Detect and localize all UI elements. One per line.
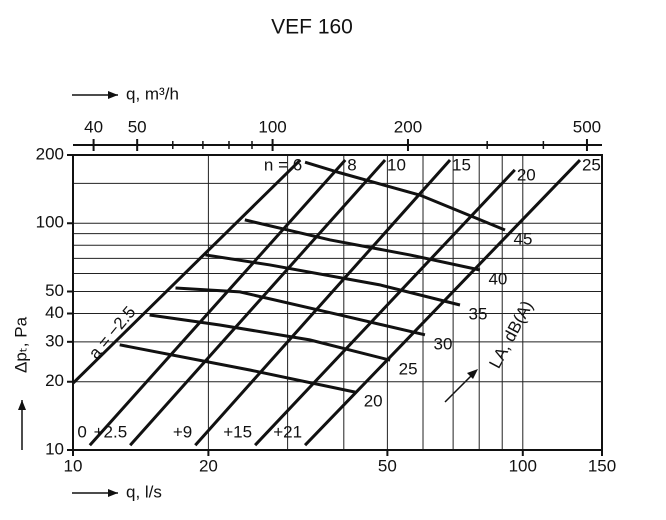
system-line-label: +2.5	[94, 423, 128, 442]
y-tick-label: 100	[36, 213, 64, 232]
level-curve	[175, 286, 426, 337]
level-curve-label: 25	[399, 360, 418, 379]
level-curve-label: 20	[364, 392, 383, 411]
level-curve-label: 40	[488, 269, 507, 288]
fan-line	[71, 158, 302, 385]
fan-line	[303, 159, 582, 447]
x-axis-label: q, l/s	[126, 482, 162, 501]
x2-tick-label: 500	[573, 117, 601, 136]
y-tick-label: 30	[45, 331, 64, 350]
x-arrow-head	[108, 489, 118, 497]
x2-axis-label: q, m³/h	[126, 84, 179, 103]
fan-line-label: 15	[452, 156, 471, 175]
y-tick-label: 50	[45, 281, 64, 300]
fan-line-label: n = 6	[264, 156, 302, 175]
system-line-label: +15	[223, 423, 252, 442]
y-arrow-head	[18, 400, 26, 410]
level-curve	[244, 218, 481, 272]
x-tick-label: 150	[588, 456, 616, 475]
fan-line-label: 8	[347, 156, 356, 175]
level-arrow	[444, 371, 476, 403]
x-tick-label: 100	[509, 456, 537, 475]
x-tick-label: 10	[64, 456, 83, 475]
y-tick-label: 20	[45, 371, 64, 390]
level-annotation: LA, dB(A)	[485, 298, 536, 372]
system-line-label: a = −2.5	[85, 303, 140, 363]
chart-title: VEF 160	[271, 16, 353, 39]
x2-tick-label: 40	[84, 117, 103, 136]
y-tick-label: 200	[36, 144, 64, 163]
level-curve	[205, 253, 461, 307]
level-arrow-head	[467, 369, 478, 379]
level-curve	[149, 313, 391, 362]
plot-frame	[72, 154, 603, 451]
system-line-label: +21	[273, 423, 302, 442]
x-tick-label: 20	[199, 456, 218, 475]
fan-line	[88, 159, 347, 447]
x2-tick-label: 50	[128, 117, 147, 136]
level-curve	[304, 160, 506, 232]
fan-line	[129, 159, 387, 447]
x2-tick-label: 100	[258, 117, 286, 136]
fan-line	[194, 159, 452, 447]
level-curve-label: 35	[469, 304, 488, 323]
fan-line-label: 10	[387, 156, 406, 175]
x2-arrow-head	[108, 91, 118, 99]
level-curve-label: 45	[514, 229, 533, 248]
level-curve	[119, 343, 356, 394]
y-axis-label: Δpₜ, Pa	[11, 316, 30, 373]
x-tick-label: 50	[378, 456, 397, 475]
level-curve-label: 30	[433, 334, 452, 353]
fan-line-label: 20	[517, 165, 536, 184]
fan-line-label: 25	[582, 156, 601, 175]
system-line-label: 0	[77, 423, 86, 442]
x2-tick-label: 200	[394, 117, 422, 136]
system-line-label: +9	[173, 423, 192, 442]
y-tick-label: 40	[45, 303, 64, 322]
y-tick-label: 10	[45, 439, 64, 458]
